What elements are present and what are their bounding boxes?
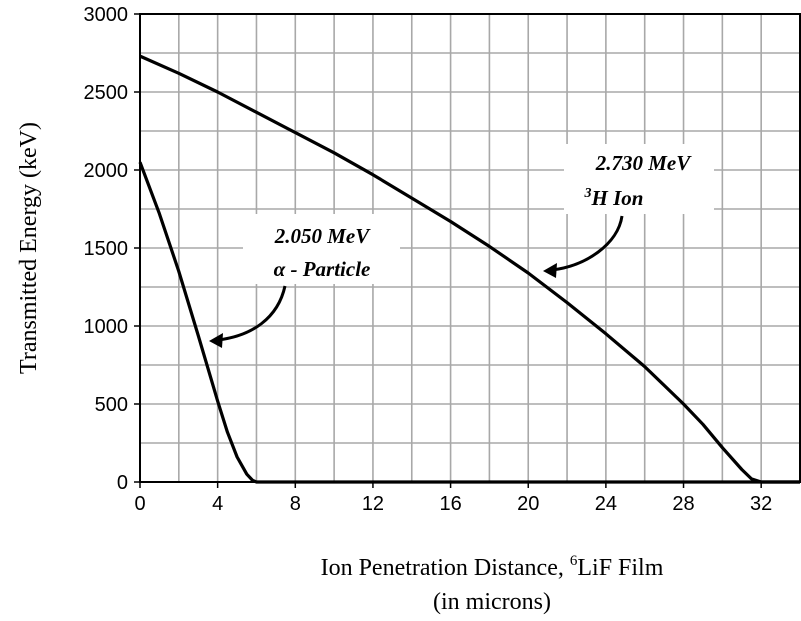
x-tick-label: 32 <box>750 493 772 515</box>
x-tick-label: 12 <box>362 493 384 515</box>
series-line-tritium-ion <box>139 54 800 484</box>
x-tick-label: 16 <box>439 493 461 515</box>
x-axis-subtitle: (in microns) <box>433 589 551 615</box>
annotation-alpha-arrowhead <box>209 333 223 348</box>
x-tick-label: 20 <box>517 493 539 515</box>
annotation-tritium-arrowhead <box>543 263 557 278</box>
y-tick-label: 500 <box>95 394 128 416</box>
annotation-alpha-arrow <box>217 285 287 342</box>
annotation-tritium-arrow <box>551 215 624 272</box>
y-tick-label: 2500 <box>84 82 129 104</box>
y-tick-label: 2000 <box>84 160 129 182</box>
x-axis-title-main: Ion Penetration Distance, <box>321 555 570 581</box>
annotation-alpha-line1: 2.050 MeV <box>274 224 371 248</box>
x-tick-label: 8 <box>290 493 301 515</box>
grid-lines <box>140 14 800 482</box>
x-tick-label: 28 <box>672 493 694 515</box>
annotation-alpha-line2: α - Particle <box>274 257 371 281</box>
x-axis-title-superscript: 6 <box>570 553 578 569</box>
annotation-alpha-text: - Particle <box>285 257 370 281</box>
y-axis-title: Transmitted Energy (keV) <box>16 122 42 374</box>
annotation-tritium-line2: 3H Ion <box>584 186 644 210</box>
tritium-superscript: 3 <box>584 186 592 201</box>
x-axis-title: Ion Penetration Distance, 6LiF Film <box>321 553 664 581</box>
y-tick-label: 1000 <box>84 316 129 338</box>
axis-ticks: 0 4 8 12 16 20 24 28 32 0 500 1000 1500 2000 2500 3000 <box>84 4 773 515</box>
annotation-tritium-text: H Ion <box>591 186 644 210</box>
y-tick-label: 3000 <box>84 4 129 26</box>
x-tick-label: 4 <box>212 493 223 515</box>
y-tick-label: 1500 <box>84 238 129 260</box>
series-layer <box>138 54 800 484</box>
annotation-alpha-background <box>243 214 400 284</box>
annotation-tritium-background <box>564 144 714 214</box>
y-tick-label: 0 <box>117 472 128 494</box>
x-tick-label: 0 <box>134 493 145 515</box>
annotation-tritium-line1: 2.730 MeV <box>595 151 692 175</box>
alpha-symbol: α <box>274 257 286 281</box>
x-tick-label: 24 <box>595 493 617 515</box>
x-axis-title-tail: LiF Film <box>577 555 663 581</box>
